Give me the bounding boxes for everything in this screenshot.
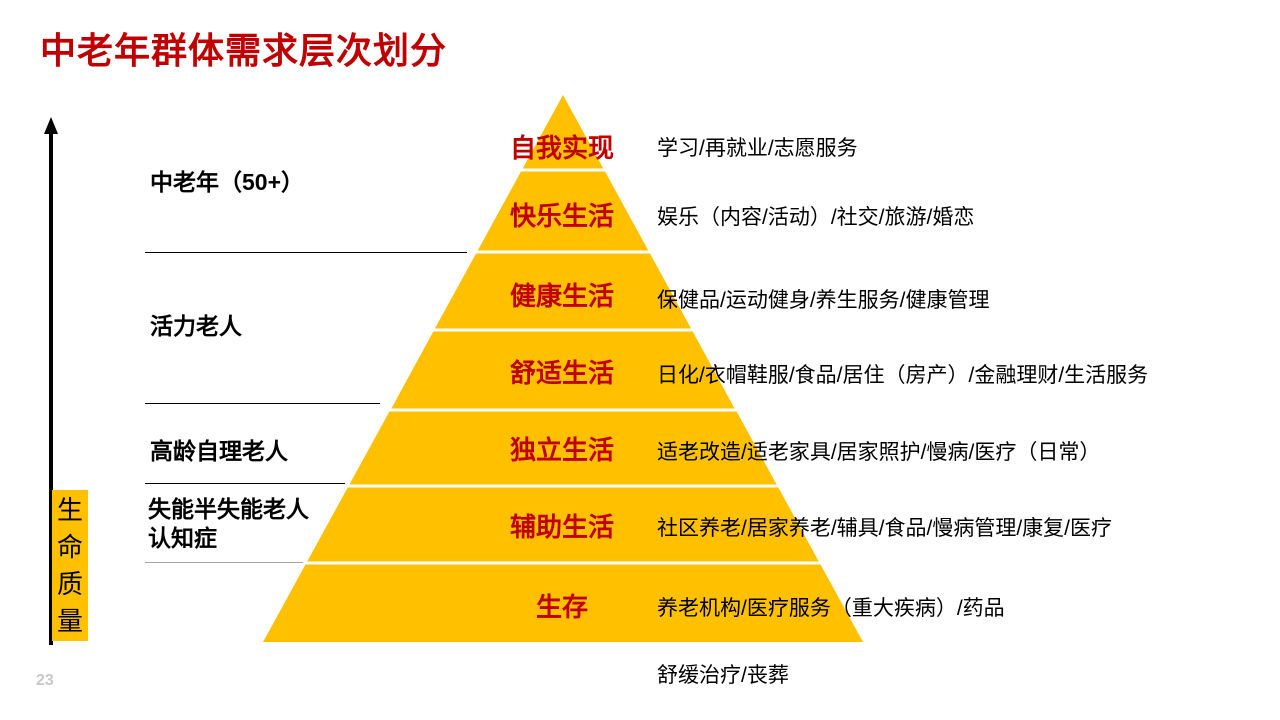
level-desc-independent-life: 适老改造/适老家具/居家照护/慢病/医疗（日常） [657,441,1101,464]
axis-label-life-quality: 生命质量 [52,490,88,641]
level-desc-comfortable-life: 日化/衣帽鞋服/食品/居住（房产）/金融理财/生活服务 [657,364,1149,387]
group-label-disabled-line1: 失能半失能老人 [148,496,309,522]
level-desc-happy-life: 娱乐（内容/活动）/社交/旅游/婚恋 [657,206,975,229]
level-desc-survival: 养老机构/医疗服务（重大疾病）/药品 [657,597,1005,620]
level-name-assisted-life: 辅助生活 [509,512,615,542]
level-name-comfortable-life: 舒适生活 [509,358,615,388]
level-desc-self-actualization: 学习/再就业/志愿服务 [657,137,858,160]
group-divider-line-3 [145,483,345,484]
level-name-independent-life: 独立生活 [509,435,615,465]
group-label-selfcare-elderly: 高龄自理老人 [150,438,288,464]
group-divider-line-2 [145,403,380,404]
page-number: 23 [36,672,54,689]
level-name-happy-life: 快乐生活 [509,201,615,231]
group-divider-line-1 [145,252,467,253]
level-name-self-actualization: 自我实现 [509,133,615,163]
level-name-healthy-life: 健康生活 [509,281,615,311]
group-divider-line-4 [145,562,303,563]
group-label-50plus: 中老年（50+） [150,169,305,195]
up-arrow-icon [44,117,58,134]
group-label-disabled-elderly: 失能半失能老人 认知症 [148,495,378,553]
level-desc-palliative-funeral: 舒缓治疗/丧葬 [657,664,789,687]
level-desc-healthy-life: 保健品/运动健身/养生服务/健康管理 [657,289,990,312]
slide-title: 中老年群体需求层次划分 [40,30,448,71]
group-label-active-elderly: 活力老人 [150,313,242,339]
level-desc-assisted-life: 社区养老/居家养老/辅具/食品/慢病管理/康复/医疗 [657,517,1113,540]
group-label-disabled-line2: 认知症 [148,525,217,551]
level-name-survival: 生存 [535,592,589,622]
axis-line [49,132,53,645]
